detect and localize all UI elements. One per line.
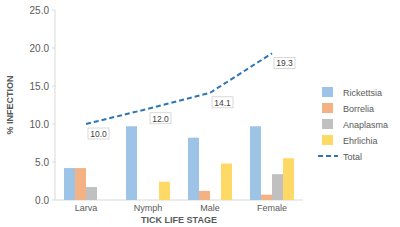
plot-area (64, 53, 294, 200)
bar (250, 126, 261, 200)
x-tick-label: Male (200, 203, 220, 213)
bar (137, 200, 148, 201)
legend-swatch (318, 155, 338, 157)
bar (148, 200, 159, 201)
y-tick-label: 5.0 (35, 157, 49, 168)
bar (64, 168, 75, 200)
line (86, 53, 272, 124)
bar (86, 187, 97, 200)
y-tick-label: 20.0 (30, 43, 50, 54)
data-label: 12.0 (152, 114, 169, 124)
y-tick-label: 0.0 (35, 195, 49, 206)
legend-label: Rickettsia (343, 88, 382, 98)
legend-label: Anaplasma (343, 120, 388, 130)
legend-label: Total (343, 152, 362, 162)
data-labels: 10.0 12.0 14.1 19.3 (88, 57, 295, 139)
y-tick-label: 10.0 (30, 119, 50, 130)
bar (159, 182, 170, 200)
data-label: 14.1 (214, 98, 231, 108)
data-label-box (150, 113, 171, 124)
x-tick-label: Nymph (134, 203, 163, 213)
bar (199, 191, 210, 200)
bar (75, 168, 86, 200)
bar (97, 200, 108, 201)
bar (272, 174, 283, 200)
legend-label: Borrelia (343, 104, 374, 114)
y-axis (55, 10, 56, 200)
bar (221, 164, 232, 200)
legend-swatch (322, 87, 333, 97)
legend-swatch (322, 103, 333, 113)
y-tick-label: 25.0 (30, 5, 50, 16)
x-tick-label: Larva (75, 203, 98, 213)
legend-swatch (322, 119, 333, 129)
legend-swatch (322, 135, 333, 145)
legend: Rickettsia Borrelia Anaplasma Ehrlichia Tota… (318, 87, 388, 162)
bar (261, 195, 272, 200)
bar (126, 126, 137, 200)
data-label-box (274, 57, 295, 68)
bar (210, 200, 221, 201)
data-label-box (88, 128, 109, 139)
data-label: 19.3 (276, 58, 293, 68)
x-tick-label: Female (257, 203, 287, 213)
y-axis-title: % INFECTION (5, 75, 15, 134)
bar (283, 158, 294, 200)
chart: 0.0 5.0 10.0 15.0 20.0 25.0 Larva Nymph Male Fema… (0, 0, 400, 227)
y-tick-label: 15.0 (30, 81, 50, 92)
x-axis-title: TICK LIFE STAGE (141, 215, 217, 225)
legend-label: Ehrlichia (343, 136, 378, 146)
data-label-box (212, 97, 233, 108)
bar (188, 138, 199, 200)
data-label: 10.0 (90, 129, 107, 139)
